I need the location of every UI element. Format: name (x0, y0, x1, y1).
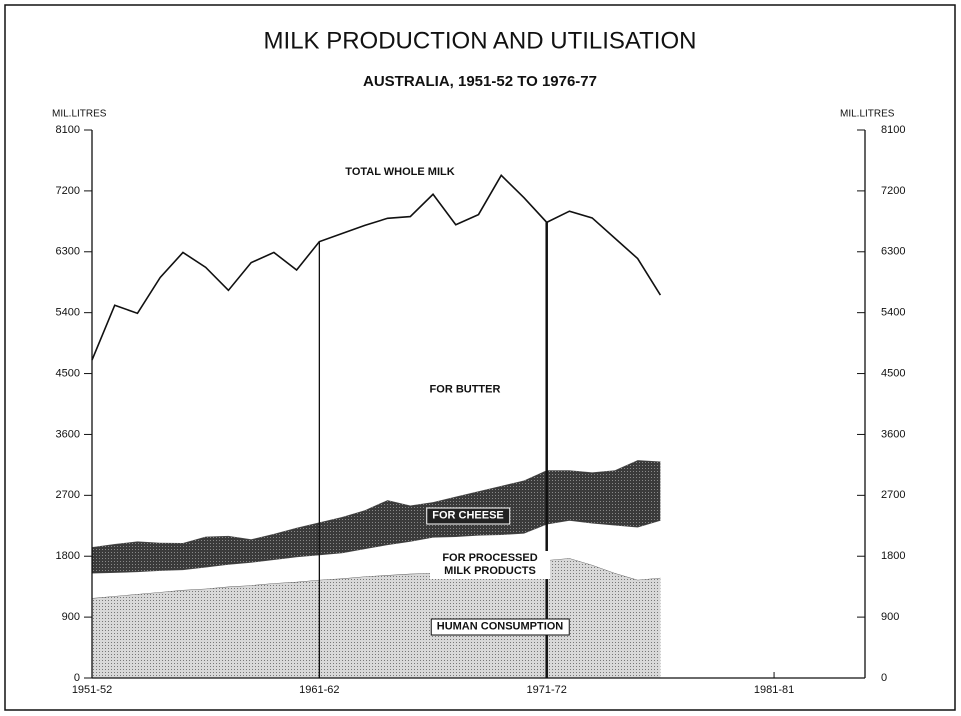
y2-tick-label: 6300 (881, 246, 905, 258)
series-label: FOR BUTTER (424, 382, 506, 398)
y-tick-label: 8100 (56, 124, 80, 136)
y-tick-label: 0 (74, 672, 80, 684)
annotation: TOTAL WHOLE MILK (345, 166, 454, 178)
x-tick-label: 1971-72 (527, 684, 567, 696)
y2-tick-label: 1800 (881, 550, 905, 562)
y-tick-label: 1800 (56, 550, 80, 562)
y2-axis-label: MIL.LITRES (840, 109, 895, 120)
y-tick-label: 3600 (56, 428, 80, 440)
x-tick-label: 1961-62 (299, 684, 339, 696)
y-tick-label: 2700 (56, 489, 80, 501)
y2-tick-label: 5400 (881, 307, 905, 319)
y-tick-label: 4500 (56, 367, 80, 379)
y-tick-label: 7200 (56, 185, 80, 197)
series-label: FOR CHEESE (426, 507, 510, 525)
y-tick-label: 5400 (56, 307, 80, 319)
series-label: FOR PROCESSED MILK PRODUCTS (430, 551, 550, 579)
y2-tick-label: 0 (881, 672, 887, 684)
area (92, 520, 661, 599)
y2-tick-label: 7200 (881, 185, 905, 197)
series-label: HUMAN CONSUMPTION (430, 618, 570, 636)
area (92, 460, 661, 574)
y-axis-label: MIL.LITRES (52, 109, 107, 120)
y2-tick-label: 3600 (881, 428, 905, 440)
y-tick-label: 6300 (56, 246, 80, 258)
y2-tick-label: 2700 (881, 489, 905, 501)
y-tick-label: 900 (62, 611, 80, 623)
x-tick-label: 1951-52 (72, 684, 112, 696)
x-tick-label: 1981-81 (754, 684, 794, 696)
area (92, 175, 661, 548)
area-edge (91, 174, 662, 361)
y2-tick-label: 8100 (881, 124, 905, 136)
chart-title: MILK PRODUCTION AND UTILISATION (264, 27, 697, 54)
chart-subtitle: AUSTRALIA, 1951-52 TO 1976-77 (363, 73, 597, 90)
y2-tick-label: 4500 (881, 367, 905, 379)
y2-tick-label: 900 (881, 611, 899, 623)
frame (4, 4, 956, 711)
area (92, 558, 661, 678)
